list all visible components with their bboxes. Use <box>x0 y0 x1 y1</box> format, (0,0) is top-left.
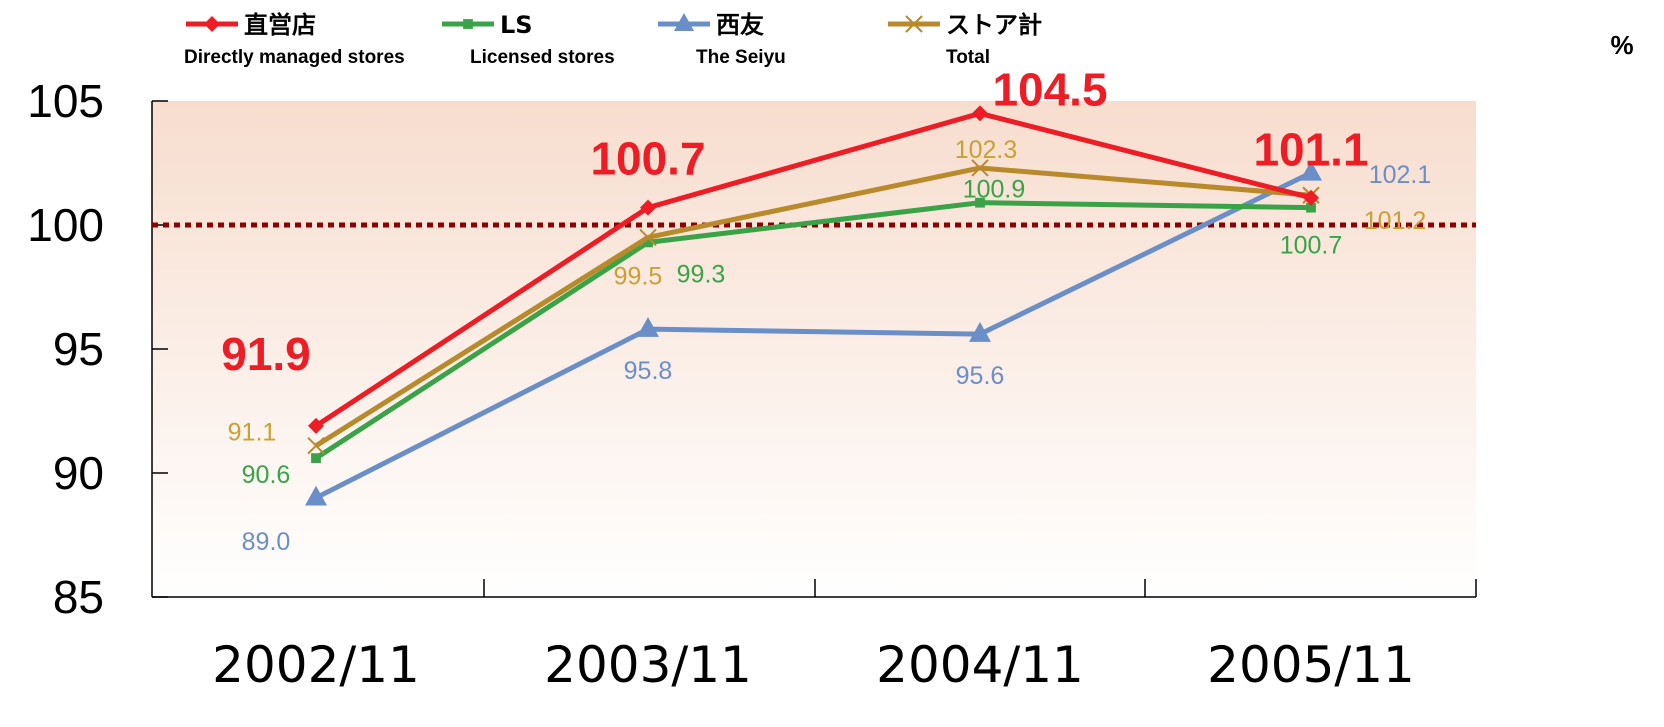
x-tick-label: 2002/11 <box>212 636 420 694</box>
series-2 <box>311 197 1316 464</box>
data-point <box>1300 160 1322 181</box>
y-tick-label: 95 <box>53 323 104 375</box>
series-line <box>314 165 1312 448</box>
data-label: 100.7 <box>590 133 705 185</box>
data-label: 91.9 <box>221 328 311 380</box>
x-tick-label: 2003/11 <box>544 636 752 694</box>
data-label: 91.1 <box>228 419 277 447</box>
data-point <box>305 485 327 506</box>
legend-label: LS <box>500 11 533 39</box>
data-label: 102.3 <box>955 136 1018 164</box>
series-line <box>314 110 1312 428</box>
data-point <box>640 199 656 216</box>
data-label: 89.0 <box>242 528 291 556</box>
data-label: 99.3 <box>677 260 726 288</box>
legend-label: 西友 <box>716 11 764 39</box>
data-point <box>975 197 985 208</box>
data-point <box>308 417 324 434</box>
data-label: 104.5 <box>992 63 1107 115</box>
legend-sublabel: Total <box>946 47 990 68</box>
data-point <box>307 437 325 455</box>
data-point <box>971 159 989 177</box>
data-point <box>674 13 694 31</box>
series-3 <box>305 160 1322 506</box>
legend-label: ストア計 <box>946 11 1042 39</box>
series-4 <box>307 159 1320 455</box>
data-point <box>637 317 659 337</box>
data-point <box>969 322 991 342</box>
legend-item-4: ストア計 Total <box>888 11 1042 68</box>
data-label: 99.5 <box>614 262 663 290</box>
data-point <box>905 15 923 33</box>
data-label: 101.2 <box>1364 207 1427 235</box>
legend-sublabel: Licensed stores <box>470 47 615 68</box>
data-label: 102.1 <box>1369 161 1432 189</box>
data-point <box>1306 202 1316 213</box>
y-tick-label: 90 <box>53 447 104 499</box>
data-label: 101.1 <box>1253 124 1368 176</box>
data-point <box>463 19 473 29</box>
data-point <box>311 453 321 464</box>
legend-item-3: 西友 The Seiyu <box>658 11 786 68</box>
legend-item-2: LS Licensed stores <box>442 11 615 68</box>
data-label: 95.8 <box>624 357 673 385</box>
data-point <box>1303 189 1319 206</box>
x-tick-label: 2004/11 <box>876 636 1084 694</box>
data-point <box>643 237 653 248</box>
unit-label: % <box>1610 30 1633 60</box>
legend-sublabel: Directly managed stores <box>184 47 405 68</box>
axes: 85 90 95 100 105 2002/11 2003/11 2004/11 2005/11 <box>27 75 1477 694</box>
y-tick-label: 105 <box>27 75 104 127</box>
legend: 直営店 Directly managed stores LS Licensed sto… <box>184 11 1042 68</box>
series-1 <box>308 105 1319 434</box>
series-lines <box>305 105 1322 506</box>
data-point <box>639 228 657 247</box>
data-point <box>204 16 220 32</box>
data-label: 90.6 <box>242 461 291 489</box>
data-label: 95.6 <box>956 362 1005 390</box>
y-tick-label: 100 <box>27 199 104 251</box>
legend-label: 直営店 <box>244 11 316 39</box>
series-line <box>314 170 1313 501</box>
legend-item-1: 直営店 Directly managed stores <box>184 11 405 68</box>
x-tick-label: 2005/11 <box>1207 636 1415 694</box>
y-tick-label: 85 <box>53 571 104 623</box>
data-labels: 91.9 100.7 104.5 101.1 90.6 99.3 100.9 100.7 89.… <box>221 63 1431 555</box>
data-point <box>972 105 988 122</box>
legend-sublabel: The Seiyu <box>696 47 786 68</box>
data-label: 100.7 <box>1280 232 1343 260</box>
data-label: 100.9 <box>963 176 1026 204</box>
series-line <box>314 200 1312 461</box>
